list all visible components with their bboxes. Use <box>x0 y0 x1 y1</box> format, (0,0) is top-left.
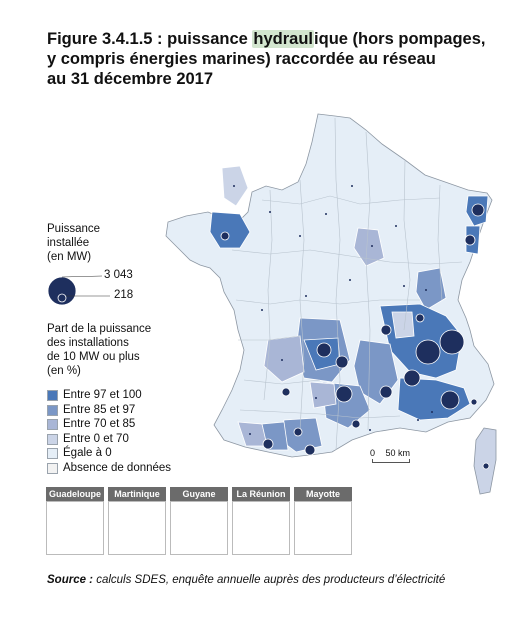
box-mayotte <box>294 501 352 555</box>
legend-label: Entre 70 et 85 <box>63 418 136 431</box>
legend-swatch <box>47 419 58 431</box>
legend-label: Entre 0 et 70 <box>63 432 129 445</box>
capacity-circle <box>281 387 291 397</box>
legend-share-heading-3: de 10 MW ou plus <box>47 351 140 363</box>
tab-guyane: Guyane <box>170 487 228 501</box>
legend-size-heading-3: (en MW) <box>47 251 92 263</box>
capacity-circle <box>470 398 478 406</box>
legend-item: Égale à 0 <box>47 446 171 461</box>
legend-label: Entre 85 et 97 <box>63 403 136 416</box>
source-text: calculs SDES, enquête annuelle auprès de… <box>93 574 446 586</box>
legend-size-heading: Puissance installée (en MW) <box>47 222 100 264</box>
legend-item: Entre 70 et 85 <box>47 417 171 432</box>
scale-bar <box>372 459 410 463</box>
title-line-2: y compris énergies marines) raccordée au… <box>47 50 436 68</box>
corsica <box>473 427 497 495</box>
capacity-circle <box>293 427 303 437</box>
capacity-circle <box>335 355 349 369</box>
legend-size-heading-1: Puissance <box>47 223 101 235</box>
title-prefix: Figure 3.4.1.5 : puissance <box>47 30 253 48</box>
legend-swatch <box>47 404 58 416</box>
capacity-circle <box>316 342 332 358</box>
legend-swatch <box>47 433 58 445</box>
box-martinique <box>108 501 166 555</box>
dept-alps-south <box>397 377 471 421</box>
capacity-circle <box>415 339 441 365</box>
legend-size-heading-2: installée <box>47 237 90 249</box>
scale-zero: 0 <box>370 448 376 458</box>
legend-share-heading-2: des installations <box>47 337 129 349</box>
source-label: Source : <box>47 574 94 586</box>
capacity-circle <box>262 438 274 450</box>
legend-label: Égale à 0 <box>63 447 112 460</box>
capacity-circle <box>379 385 393 399</box>
capacity-circle <box>415 313 425 323</box>
legend-share-heading: Part de la puissance des installations d… <box>47 322 197 378</box>
legend-item: Entre 97 et 100 <box>47 388 171 403</box>
title-highlight: hydraul <box>252 30 315 48</box>
legend-label: Absence de données <box>63 461 172 474</box>
legend-swatch <box>47 462 58 474</box>
legend-size-max: 3 043 <box>104 269 133 281</box>
capacity-circle <box>482 462 490 470</box>
capacity-circle <box>351 419 361 429</box>
box-guadeloupe <box>46 501 104 555</box>
capacity-circle <box>380 324 392 336</box>
legend-share-items: Entre 97 et 100 Entre 85 et 97 Entre 70 … <box>47 388 171 476</box>
small-points <box>233 185 433 435</box>
legend-item: Entre 85 et 97 <box>47 403 171 418</box>
tab-martinique: Martinique <box>108 487 166 501</box>
legend-label: Entre 97 et 100 <box>63 389 142 401</box>
legend-circle-min <box>57 293 67 303</box>
legend-share-heading-4: (en %) <box>47 365 81 377</box>
legend-item: Absence de données <box>47 461 171 476</box>
dept-aveyron <box>309 381 337 409</box>
box-guyane <box>170 501 228 555</box>
capacity-circle <box>335 385 353 403</box>
capacity-circle <box>471 203 485 217</box>
legend-size-min: 218 <box>114 289 134 301</box>
legend-swatch <box>47 448 58 460</box>
tab-la-reunion: La Réunion <box>232 487 290 501</box>
title-suffix: ique (hors pompages, <box>314 30 486 48</box>
box-la-reunion <box>232 501 290 555</box>
capacity-circle <box>440 390 460 410</box>
title-line-3: au 31 décembre 2017 <box>47 70 214 88</box>
capacity-circle <box>464 234 476 246</box>
capacity-circle <box>304 444 316 456</box>
dept-doubs <box>415 267 447 311</box>
capacity-circles <box>220 203 490 470</box>
dept-ain <box>391 311 415 339</box>
tab-mayotte: Mayotte <box>294 487 352 501</box>
capacity-circle <box>403 369 421 387</box>
figure-title: Figure 3.4.1.5 : puissance hydraulique (… <box>47 29 507 89</box>
scale-label: 0 50 km <box>370 448 410 458</box>
capacity-circle <box>220 231 230 241</box>
dept-haute-marne <box>353 227 385 267</box>
source-note: Source : calculs SDES, enquête annuelle … <box>47 574 445 586</box>
legend-swatch <box>47 390 58 401</box>
scale-distance: 50 km <box>385 448 411 458</box>
legend-share-heading-1: Part de la puissance <box>47 323 152 335</box>
dept-ille-et-vilaine <box>209 211 251 249</box>
tab-guadeloupe: Guadeloupe <box>46 487 104 501</box>
legend-leader-max <box>61 275 103 278</box>
legend-item: Entre 0 et 70 <box>47 432 171 447</box>
capacity-circle <box>439 329 465 355</box>
